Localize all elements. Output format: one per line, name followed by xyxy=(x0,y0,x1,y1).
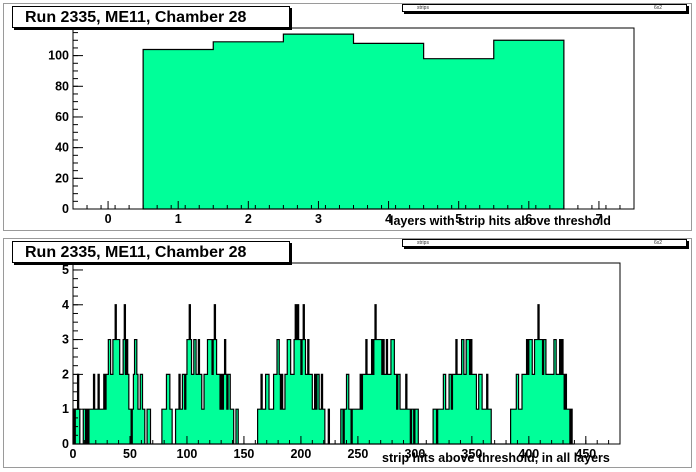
x-axis-title: layers with strip hits above threshold xyxy=(390,214,611,228)
stats-value: 6x2 xyxy=(653,5,662,11)
x-axis: 0 1 2 3 4 5 6 7 xyxy=(72,201,635,226)
x-tick-label: 350 xyxy=(461,447,482,461)
top-chart: 0 20 40 60 80 100 0 1 2 3 4 5 6 7 xyxy=(48,27,635,226)
y-tick-label: 100 xyxy=(48,49,69,63)
x-tick-label: 300 xyxy=(404,447,425,461)
y-tick-label: 2 xyxy=(62,367,69,381)
y-tick-label: 40 xyxy=(55,141,69,155)
histogram-bars xyxy=(142,33,565,210)
y-tick-label: 5 xyxy=(62,263,69,277)
histogram-bars xyxy=(72,304,575,445)
stats-value: 6x2 xyxy=(653,240,662,246)
y-tick-label: 0 xyxy=(62,437,69,451)
x-tick-label: 2 xyxy=(245,212,252,226)
y-axis: 0 1 2 3 4 5 xyxy=(62,263,83,451)
x-tick-label: 5 xyxy=(455,212,462,226)
x-tick-label: 0 xyxy=(105,212,112,226)
y-tick-label: 80 xyxy=(55,79,69,93)
x-tick-label: 250 xyxy=(347,447,368,461)
x-tick-label: 1 xyxy=(175,212,182,226)
x-tick-label: 0 xyxy=(70,447,77,461)
x-axis-title: strip hits above threshold, in all layer… xyxy=(382,451,610,465)
y-tick-label: 1 xyxy=(62,402,69,416)
chart-title: Run 2335, ME11, Chamber 28 xyxy=(12,241,290,263)
x-tick-label: 450 xyxy=(575,447,596,461)
stats-box: strips 6x2 xyxy=(402,239,687,247)
x-tick-label: 6 xyxy=(525,212,532,226)
y-tick-label: 4 xyxy=(62,298,69,312)
stats-name: strips xyxy=(417,240,429,246)
x-tick-label: 150 xyxy=(234,447,255,461)
y-tick-label: 0 xyxy=(62,202,69,216)
x-tick-label: 100 xyxy=(177,447,198,461)
bottom-plot-pad: 0 1 2 3 4 5 0 50 100 150 200 250 300 350 400 450 Run 23… xyxy=(3,238,692,468)
x-axis: 0 50 100 150 200 250 300 350 400 450 xyxy=(70,436,621,461)
y-tick-label: 60 xyxy=(55,110,69,124)
stats-box: strips 6x2 xyxy=(402,4,687,12)
y-tick-label: 20 xyxy=(55,171,69,185)
x-tick-label: 4 xyxy=(385,212,392,226)
y-axis: 0 20 40 60 80 100 xyxy=(48,32,83,216)
chart-title: Run 2335, ME11, Chamber 28 xyxy=(12,6,290,28)
x-tick-label: 3 xyxy=(315,212,322,226)
top-plot-pad: 0 20 40 60 80 100 0 1 2 3 4 5 6 7 Run 2335, ME11, Cha… xyxy=(3,3,692,231)
x-tick-label: 7 xyxy=(595,212,602,226)
y-tick-label: 3 xyxy=(62,333,69,347)
x-tick-label: 200 xyxy=(290,447,311,461)
stats-name: strips xyxy=(417,5,429,11)
x-tick-label: 50 xyxy=(123,447,137,461)
x-tick-label: 400 xyxy=(518,447,539,461)
